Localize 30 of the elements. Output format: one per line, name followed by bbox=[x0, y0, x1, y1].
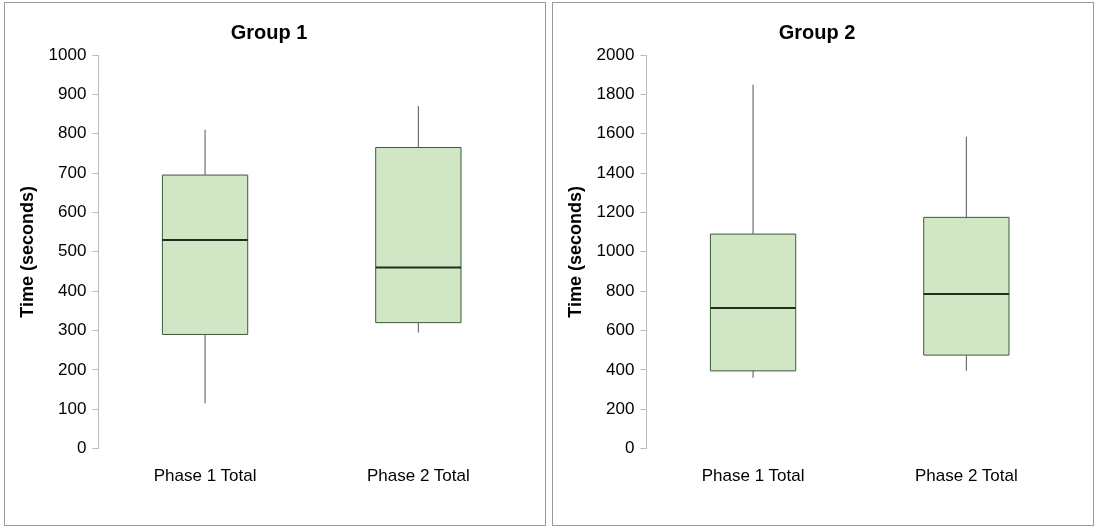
y-tick-label: 200 bbox=[606, 398, 635, 418]
y-axis-title: Time (seconds) bbox=[16, 185, 37, 318]
y-tick-label: 0 bbox=[76, 438, 87, 458]
y-tick-label: 700 bbox=[58, 162, 87, 182]
y-tick-label: 1400 bbox=[596, 162, 635, 182]
y-tick-label: 1000 bbox=[596, 241, 635, 261]
y-tick-label: 100 bbox=[58, 398, 87, 418]
y-tick-label: 600 bbox=[58, 202, 87, 222]
x-tick-label: Phase 1 Total bbox=[153, 466, 257, 486]
x-tick-label: Phase 1 Total bbox=[701, 466, 805, 486]
y-tick-label: 200 bbox=[58, 359, 87, 379]
y-tick-label: 0 bbox=[624, 438, 635, 458]
y-tick-label: 800 bbox=[606, 280, 635, 300]
chart-title: Group 2 bbox=[778, 20, 856, 43]
y-axis-title: Time (seconds) bbox=[564, 185, 585, 318]
y-tick-label: 2000 bbox=[596, 44, 635, 64]
y-tick-label: 1000 bbox=[48, 44, 87, 64]
y-tick-label: 900 bbox=[58, 84, 87, 104]
y-tick-label: 1200 bbox=[596, 202, 635, 222]
y-tick-label: 600 bbox=[606, 320, 635, 340]
x-tick-label: Phase 2 Total bbox=[915, 466, 1018, 486]
y-tick-label: 800 bbox=[58, 123, 87, 143]
y-tick-label: 1600 bbox=[596, 123, 635, 143]
x-tick-label: Phase 2 Total bbox=[367, 466, 470, 486]
y-tick-label: 1800 bbox=[596, 84, 635, 104]
y-tick-label: 400 bbox=[58, 280, 87, 300]
y-tick-label: 500 bbox=[58, 241, 87, 261]
y-tick-label: 300 bbox=[58, 320, 87, 340]
chart-title: Group 1 bbox=[230, 20, 308, 43]
y-tick-label: 400 bbox=[606, 359, 635, 379]
